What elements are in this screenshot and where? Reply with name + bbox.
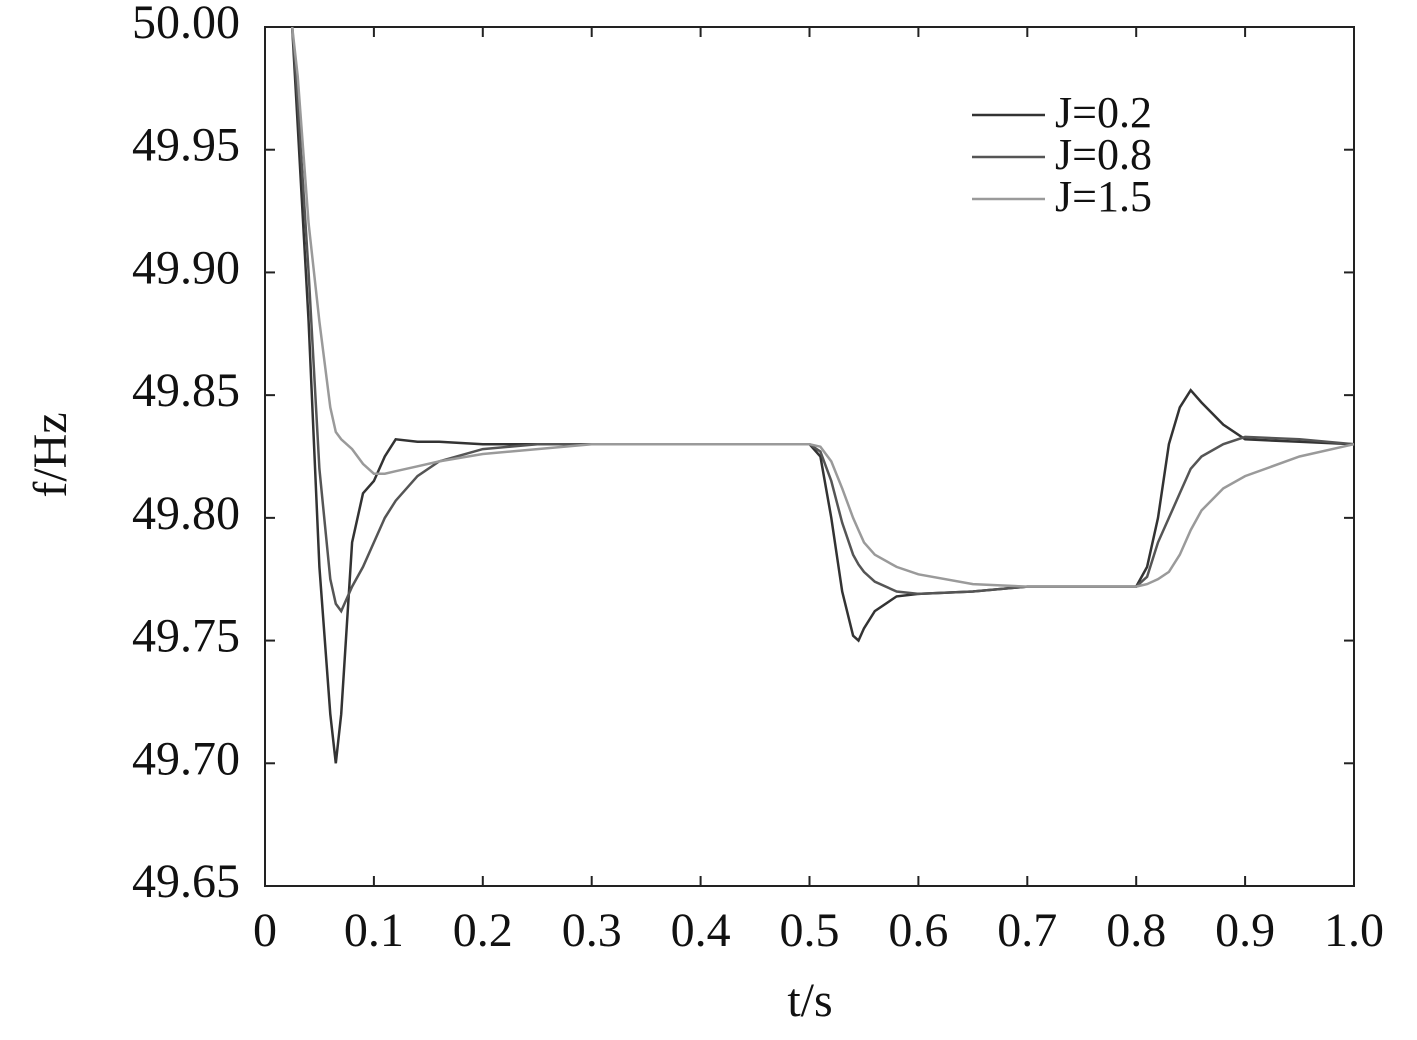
legend-label: J=0.2 (1055, 88, 1152, 137)
y-axis-title: f/Hz (24, 412, 77, 497)
x-tick-label: 0.1 (344, 904, 404, 957)
series-line (290, 26, 1355, 614)
x-tick-label: 0.9 (1215, 904, 1275, 957)
legend-label: J=1.5 (1055, 172, 1152, 221)
plot-frame (264, 26, 1355, 887)
y-tick-label: 49.70 (132, 732, 240, 785)
y-tick-label: 49.75 (132, 610, 240, 663)
x-tick-label: 0.3 (562, 904, 622, 957)
x-tick-label: 0 (253, 904, 277, 957)
y-tick-label: 49.90 (132, 241, 240, 294)
x-tick-label: 0.8 (1106, 904, 1166, 957)
x-tick-label: 0.4 (671, 904, 731, 957)
y-tick-label: 49.95 (132, 119, 240, 172)
series-line (290, 26, 1355, 588)
y-tick-label: 50.00 (132, 0, 240, 49)
x-axis-title: t/s (787, 974, 832, 1027)
legend-label: J=0.8 (1055, 130, 1152, 179)
y-tick-label: 49.65 (132, 855, 240, 908)
y-tick-label: 49.80 (132, 487, 240, 540)
x-tick-label: 0.2 (453, 904, 513, 957)
series-line (290, 26, 1355, 764)
x-tick-label: 0.7 (997, 904, 1057, 957)
x-tick-label: 0.6 (888, 904, 948, 957)
x-tick-label: 0.5 (780, 904, 840, 957)
x-tick-label: 1.0 (1324, 904, 1384, 957)
y-tick-label: 49.85 (132, 364, 240, 417)
